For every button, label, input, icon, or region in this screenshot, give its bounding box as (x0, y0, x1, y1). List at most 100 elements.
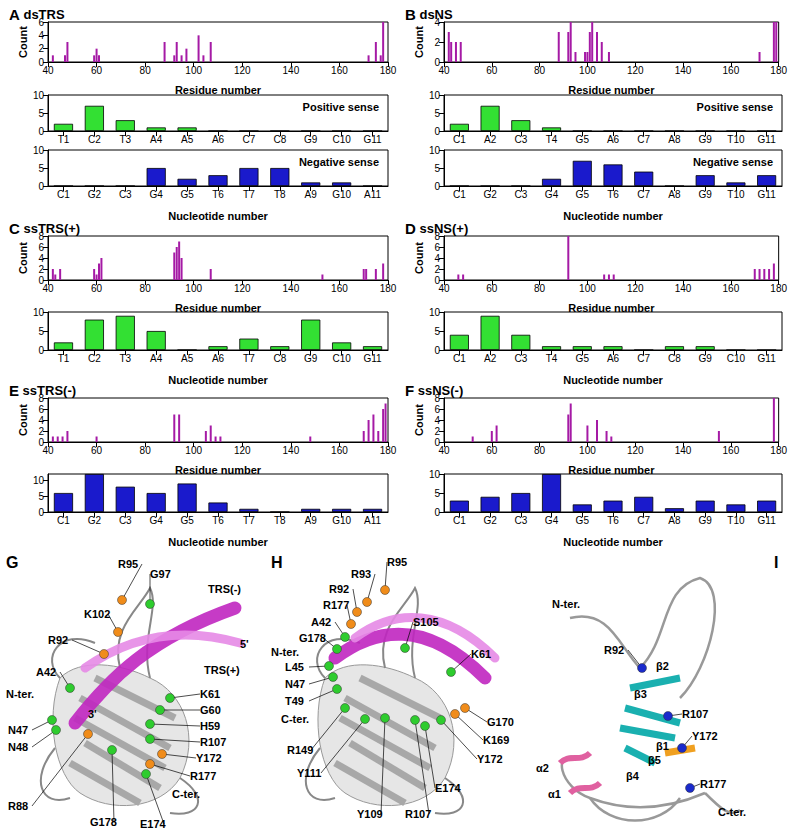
svg-text:Nucleotide number: Nucleotide number (563, 374, 663, 386)
svg-text:G4: G4 (545, 189, 559, 200)
svg-text:C1: C1 (57, 189, 70, 200)
svg-text:80: 80 (140, 65, 152, 76)
svg-text:G10: G10 (332, 515, 351, 526)
svg-text:100: 100 (579, 283, 596, 294)
svg-text:E: E (9, 382, 19, 399)
svg-text:5: 5 (434, 163, 440, 174)
svg-text:C10: C10 (332, 353, 351, 364)
svg-text:4: 4 (434, 415, 440, 426)
svg-text:N47: N47 (8, 724, 28, 736)
svg-text:160: 160 (723, 65, 740, 76)
svg-text:G5: G5 (180, 189, 194, 200)
svg-text:Residue number: Residue number (568, 84, 655, 96)
svg-text:5': 5' (240, 638, 249, 650)
svg-text:C1: C1 (453, 134, 466, 145)
svg-text:100: 100 (579, 445, 596, 456)
svg-text:C3: C3 (514, 515, 527, 526)
svg-text:G5: G5 (576, 189, 590, 200)
svg-text:160: 160 (331, 283, 348, 294)
svg-text:G5: G5 (180, 515, 194, 526)
svg-text:C10: C10 (727, 353, 746, 364)
svg-text:A4: A4 (150, 353, 163, 364)
svg-text:0: 0 (434, 345, 440, 356)
svg-text:G2: G2 (88, 189, 102, 200)
svg-text:120: 120 (234, 283, 251, 294)
svg-text:80: 80 (534, 65, 546, 76)
svg-text:Residue number: Residue number (175, 84, 262, 96)
svg-text:N-ter.: N-ter. (6, 688, 34, 700)
svg-text:10: 10 (33, 475, 45, 486)
svg-text:A9: A9 (305, 515, 318, 526)
svg-text:H: H (271, 554, 283, 571)
svg-text:Y172: Y172 (477, 753, 503, 765)
svg-text:F: F (405, 382, 414, 399)
svg-text:180: 180 (770, 65, 787, 76)
svg-text:G4: G4 (150, 189, 164, 200)
svg-text:Count: Count (413, 242, 425, 274)
svg-text:R92: R92 (329, 583, 349, 595)
svg-text:0: 0 (434, 507, 440, 518)
svg-text:C3: C3 (514, 189, 527, 200)
svg-text:dsNS: dsNS (416, 7, 453, 22)
svg-text:Y109: Y109 (357, 808, 383, 820)
svg-text:80: 80 (140, 445, 152, 456)
svg-text:T6: T6 (212, 515, 224, 526)
svg-text:180: 180 (380, 65, 397, 76)
svg-text:60: 60 (486, 445, 498, 456)
svg-text:A5: A5 (181, 134, 194, 145)
svg-text:10: 10 (33, 307, 45, 318)
svg-text:G9: G9 (304, 134, 318, 145)
svg-text:A9: A9 (305, 189, 318, 200)
svg-text:5: 5 (38, 326, 44, 337)
svg-text:R107: R107 (200, 736, 226, 748)
svg-text:A4: A4 (150, 134, 163, 145)
svg-text:Negative sense: Negative sense (299, 156, 379, 168)
svg-text:TRS(-): TRS(-) (208, 583, 241, 595)
svg-text:β1: β1 (656, 740, 669, 752)
svg-text:Residue number: Residue number (175, 302, 262, 314)
svg-text:T10: T10 (727, 189, 745, 200)
svg-text:80: 80 (140, 283, 152, 294)
svg-text:ssNS(+): ssNS(+) (416, 221, 468, 236)
svg-text:K169: K169 (483, 734, 509, 746)
svg-text:2: 2 (38, 426, 44, 437)
svg-text:C1: C1 (453, 353, 466, 364)
svg-text:2: 2 (38, 43, 44, 54)
svg-text:0: 0 (434, 126, 440, 137)
svg-text:Positive sense: Positive sense (697, 101, 773, 113)
svg-text:T7: T7 (243, 189, 255, 200)
svg-text:G9: G9 (699, 515, 713, 526)
svg-text:A6: A6 (607, 353, 620, 364)
svg-text:C3: C3 (514, 134, 527, 145)
svg-text:C7: C7 (637, 353, 650, 364)
svg-text:160: 160 (331, 65, 348, 76)
svg-text:Count: Count (17, 404, 29, 436)
svg-text:100: 100 (185, 445, 202, 456)
svg-text:5: 5 (38, 108, 44, 119)
svg-text:T6: T6 (607, 515, 619, 526)
svg-text:Nucleotide number: Nucleotide number (563, 210, 663, 222)
svg-text:D: D (405, 220, 416, 237)
svg-text:R95: R95 (387, 556, 407, 568)
svg-text:10: 10 (429, 145, 441, 156)
svg-text:140: 140 (283, 65, 300, 76)
svg-text:K61: K61 (471, 648, 491, 660)
svg-text:6: 6 (38, 404, 44, 415)
svg-text:C1: C1 (57, 515, 70, 526)
svg-text:β5: β5 (648, 754, 661, 766)
svg-text:180: 180 (380, 445, 397, 456)
svg-text:E174: E174 (435, 782, 462, 794)
svg-text:T10: T10 (727, 515, 745, 526)
svg-text:Residue number: Residue number (568, 302, 655, 314)
svg-text:T1: T1 (58, 134, 70, 145)
svg-text:6: 6 (434, 242, 440, 253)
svg-text:Positive sense: Positive sense (303, 101, 379, 113)
svg-text:120: 120 (627, 65, 644, 76)
svg-text:G: G (6, 554, 18, 571)
svg-text:60: 60 (91, 445, 103, 456)
svg-text:A11: A11 (364, 515, 381, 526)
svg-text:T6: T6 (212, 189, 224, 200)
svg-text:G97: G97 (150, 568, 171, 580)
svg-text:I: I (774, 554, 778, 571)
svg-text:Y111: Y111 (297, 767, 321, 779)
